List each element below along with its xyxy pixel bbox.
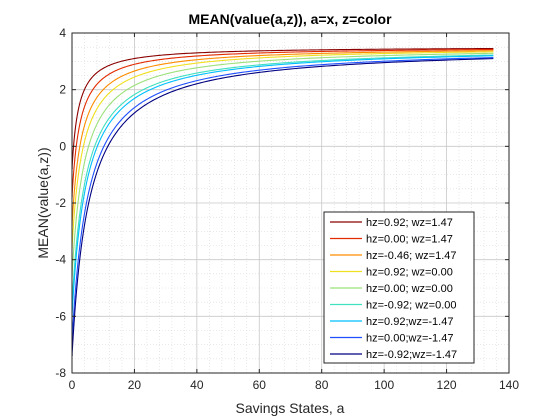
y-tick-label: -4 <box>55 253 66 267</box>
ticks <box>71 32 510 374</box>
series-line <box>71 58 494 356</box>
y-tick-label: 2 <box>59 83 66 97</box>
series-line <box>71 51 494 249</box>
legend-label: hz=0.00; wz=1.47 <box>366 234 453 246</box>
y-axis-label: MEAN(value(a,z)) <box>35 147 51 258</box>
series-line <box>71 48 494 198</box>
series-line <box>71 57 494 342</box>
x-tick-label: 120 <box>437 378 457 392</box>
x-tick-label: 40 <box>190 378 204 392</box>
x-tick-label: 140 <box>499 378 519 392</box>
y-tick-label: 0 <box>59 139 66 153</box>
x-tick-label: 0 <box>69 378 76 392</box>
tick-labels: 0 20 40 60 80 100 120 140 -8 -6 -4 -2 0 2 4 <box>55 26 519 392</box>
legend-label: hz=-0.92; wz=0.00 <box>366 300 457 312</box>
legend: hz=0.92; wz=1.47 hz=0.00; wz=1.47 hz=-0.46… <box>323 211 475 364</box>
legend-label: hz=0.92; wz=1.47 <box>366 217 453 229</box>
y-tick-label: -6 <box>55 309 66 323</box>
legend-label: hz=-0.46; wz=1.47 <box>366 250 457 262</box>
chart-title: MEAN(value(a,z)), a=x, z=color <box>188 11 392 27</box>
series-line <box>71 50 494 226</box>
series-group <box>71 47 494 356</box>
legend-label: hz=0.00; wz=0.00 <box>366 283 453 295</box>
legend-label: hz=-0.92;wz=-1.47 <box>366 349 457 361</box>
series-line <box>71 55 494 317</box>
x-tick-label: 60 <box>253 378 267 392</box>
x-tick-label: 20 <box>128 378 142 392</box>
series-line <box>71 54 494 305</box>
minor-grid <box>72 33 509 373</box>
legend-label: hz=0.92;wz=-1.47 <box>366 316 453 328</box>
legend-label: hz=0.92; wz=0.00 <box>366 267 453 279</box>
y-tick-label: 4 <box>59 26 66 40</box>
x-tick-label: 80 <box>315 378 329 392</box>
legend-label: hz=0.00;wz=-1.47 <box>366 333 453 345</box>
y-tick-label: -8 <box>55 366 66 380</box>
series-line <box>71 52 494 277</box>
y-tick-label: -2 <box>55 196 66 210</box>
x-axis-label: Savings States, a <box>236 400 345 416</box>
series-line <box>71 47 494 169</box>
x-tick-label: 100 <box>374 378 394 392</box>
